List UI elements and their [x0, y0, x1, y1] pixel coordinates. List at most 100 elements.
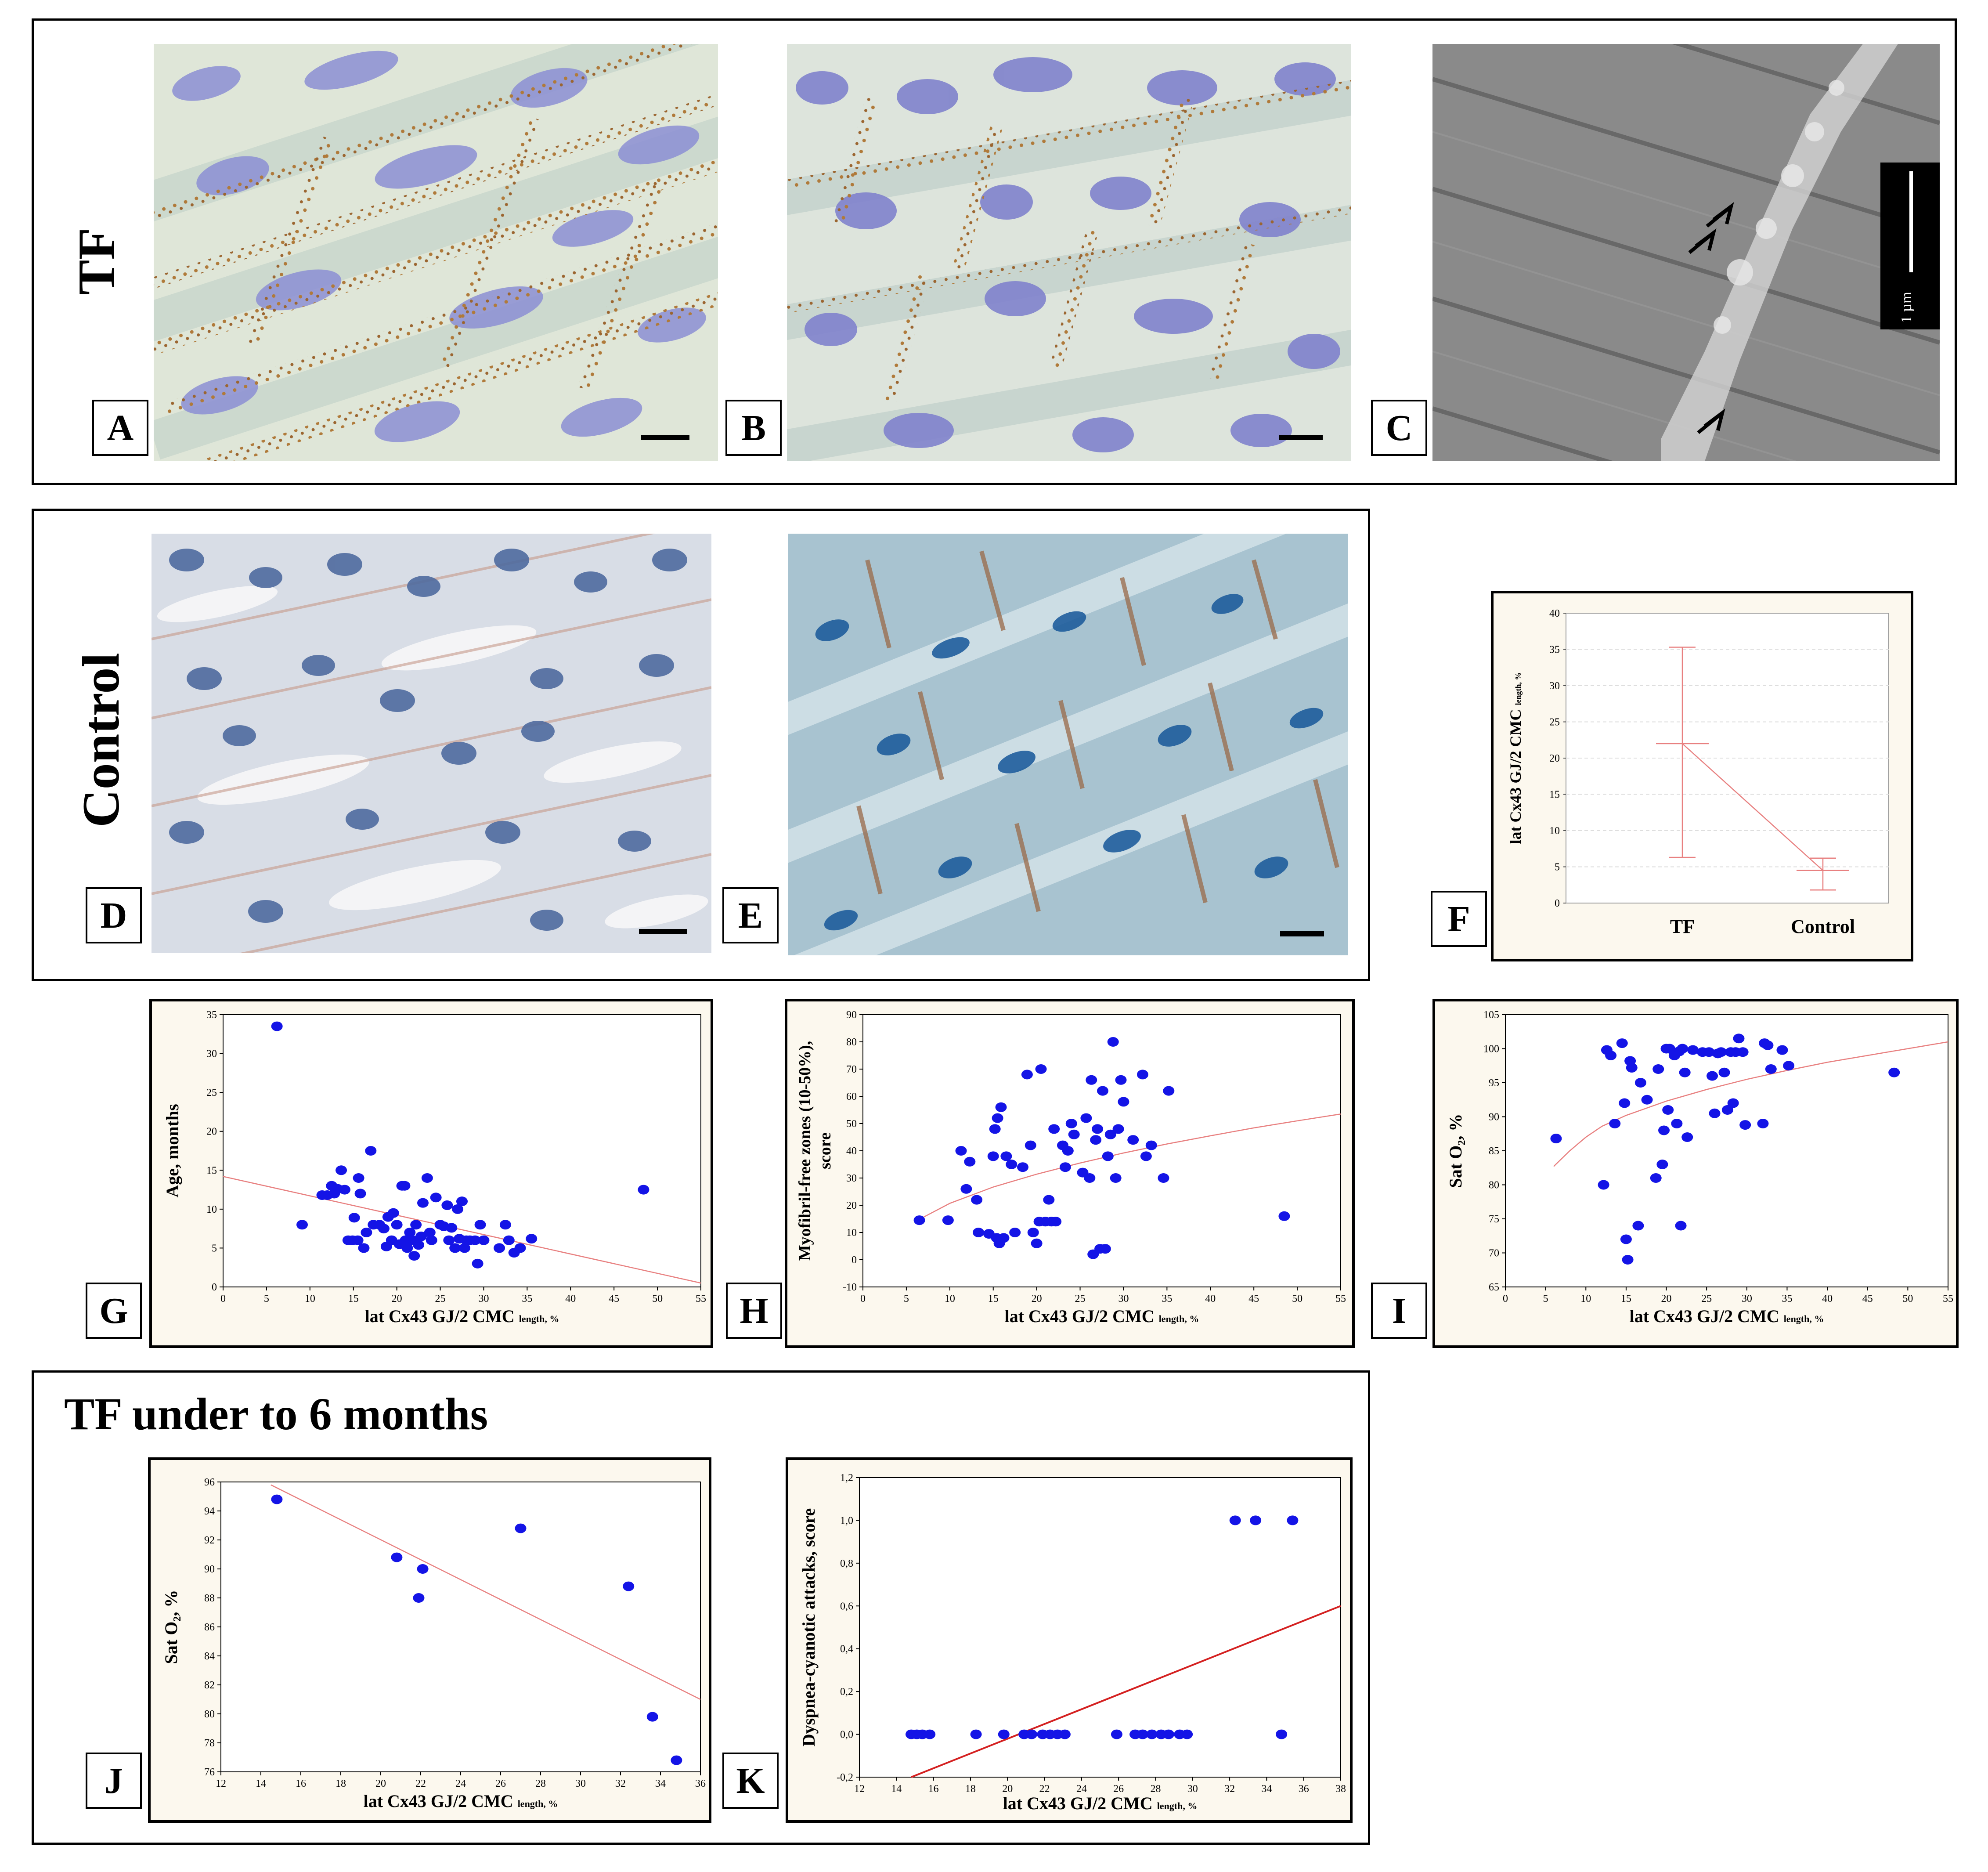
data-point [271, 1494, 283, 1504]
data-point [339, 1185, 350, 1195]
x-tick-label: 40 [1822, 1293, 1833, 1305]
data-point [1278, 1211, 1290, 1221]
x-tick-label: 24 [455, 1778, 466, 1789]
panel-label-a: A [92, 400, 148, 456]
data-point [1707, 1071, 1718, 1081]
panel-label-j: J [86, 1753, 142, 1809]
y-tick-label: 50 [846, 1118, 857, 1130]
data-point [417, 1198, 429, 1208]
data-point [413, 1593, 425, 1603]
data-point [1765, 1064, 1777, 1074]
x-tick-label: 15 [1621, 1293, 1631, 1305]
data-point [352, 1235, 364, 1245]
data-point [1757, 1119, 1769, 1128]
chart-j-box: 12 14 16 18 20 22 24 26 28 30 32 34 36 76 78 80 82 84 86 88… [148, 1457, 711, 1823]
data-point [1276, 1729, 1288, 1739]
data-point [426, 1235, 437, 1245]
panel-label-b: B [725, 400, 782, 456]
x-tick-label: 22 [1039, 1783, 1050, 1795]
y-tick-label: 30 [1549, 680, 1560, 692]
data-point [1110, 1173, 1122, 1183]
x-tick-label: 20 [1661, 1293, 1672, 1305]
y-tick-label: 90 [846, 1009, 857, 1021]
x-tick-label: 30 [478, 1293, 489, 1305]
data-point [469, 1235, 481, 1245]
x-tick-label: 15 [348, 1293, 359, 1305]
y-tick-label: 65 [1489, 1282, 1499, 1293]
data-point [441, 1200, 453, 1210]
data-point [1656, 1160, 1668, 1169]
data-point [973, 1228, 985, 1237]
y-tick-label: 5 [212, 1243, 217, 1254]
x-category-label: Control [1791, 916, 1855, 937]
data-point [526, 1234, 538, 1244]
data-point [924, 1729, 936, 1739]
data-point [1115, 1075, 1127, 1085]
data-point [336, 1165, 347, 1175]
x-tick-label: 0 [860, 1293, 866, 1305]
data-point [1181, 1729, 1193, 1739]
y-tick-label: 90 [1489, 1112, 1499, 1123]
data-point [1616, 1038, 1628, 1048]
y-tick-label: 0,0 [840, 1729, 853, 1741]
data-point [1090, 1135, 1102, 1145]
data-point [987, 1151, 999, 1161]
x-tick-label: 40 [1205, 1293, 1216, 1305]
x-tick-label: 18 [336, 1778, 346, 1789]
chart-i: 0 5 10 15 20 25 30 35 40 45 50 55 65 70 75 80 85 90 95 100 1… [1446, 1009, 1953, 1326]
x-tick-label: 24 [1076, 1783, 1087, 1795]
data-point [1675, 1221, 1687, 1231]
x-tick-label: 45 [609, 1293, 619, 1305]
data-point [998, 1729, 1010, 1739]
data-point [989, 1124, 1001, 1134]
data-point [1677, 1044, 1689, 1054]
data-point [417, 1564, 429, 1574]
y-tick-label: 80 [846, 1037, 857, 1048]
data-point [1679, 1067, 1691, 1077]
data-point [1031, 1238, 1043, 1248]
plot-area [859, 1477, 1341, 1778]
x-tick-label: 16 [296, 1778, 306, 1789]
data-point [1550, 1134, 1562, 1144]
data-point [1762, 1040, 1774, 1050]
x-tick-label: 10 [1580, 1293, 1591, 1305]
data-point [1287, 1515, 1299, 1525]
mean-line [1682, 743, 1823, 871]
data-point [408, 1251, 420, 1261]
y-tick-label: 80 [1489, 1180, 1499, 1191]
data-point [296, 1220, 308, 1230]
data-point [515, 1523, 527, 1533]
y-tick-label: 0 [212, 1282, 217, 1293]
y-tick-label: 25 [206, 1087, 217, 1099]
data-point [365, 1146, 377, 1156]
data-point [1619, 1098, 1631, 1108]
data-point [399, 1181, 411, 1191]
y-tick-label: 84 [204, 1651, 215, 1662]
y-tick-label: 10 [206, 1204, 217, 1215]
x-tick-label: 35 [1162, 1293, 1172, 1305]
x-tick-label: 30 [575, 1778, 586, 1789]
tf-row-label: TF [67, 228, 126, 295]
data-point [415, 1231, 427, 1241]
y-tick-label: 96 [204, 1477, 215, 1488]
data-point [358, 1243, 370, 1253]
data-point [1065, 1119, 1077, 1128]
plot-area [862, 1014, 1341, 1287]
y-tick-label: 85 [1489, 1146, 1499, 1157]
y-tick-label: 35 [206, 1009, 217, 1021]
y-tick-label: 5 [1555, 862, 1560, 873]
data-point [1059, 1162, 1071, 1172]
x-axis-label: lat Cx43 GJ/2 CMC length, % [365, 1306, 559, 1326]
x-axis-label-sub: length, % [1159, 1313, 1199, 1324]
data-point [1250, 1515, 1262, 1525]
data-point [1622, 1255, 1634, 1265]
data-point [1609, 1119, 1621, 1128]
data-point [430, 1193, 442, 1203]
panel-label-i: I [1371, 1283, 1427, 1339]
panel-label-e: E [722, 887, 779, 943]
data-point [1137, 1729, 1148, 1739]
data-point [1783, 1061, 1795, 1071]
x-tick-label: 50 [1292, 1293, 1302, 1305]
data-point [446, 1223, 458, 1233]
x-axis-label: lat Cx43 GJ/2 CMC length, % [1005, 1306, 1199, 1326]
